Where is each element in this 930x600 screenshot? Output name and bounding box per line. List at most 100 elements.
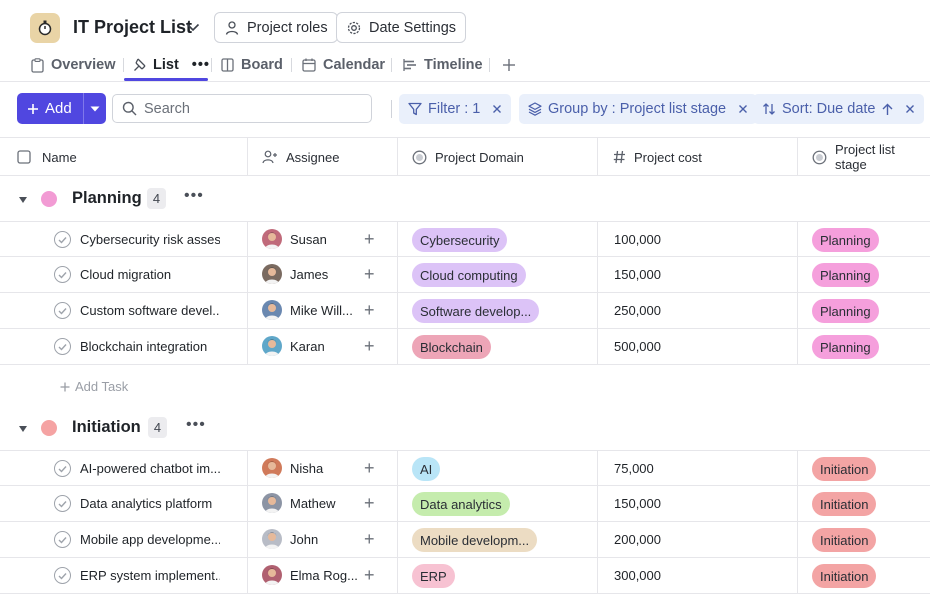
column-project-domain[interactable]: Project Domain xyxy=(412,138,524,176)
add-assignee-icon[interactable]: + xyxy=(364,493,375,513)
add-assignee-icon[interactable]: + xyxy=(364,529,375,549)
project-stage-tag[interactable]: Planning xyxy=(812,263,879,287)
avatar[interactable] xyxy=(262,229,282,249)
complete-task-checkbox[interactable] xyxy=(54,495,71,512)
add-task-button[interactable]: Add Task xyxy=(60,379,128,394)
group-name[interactable]: Initiation xyxy=(72,418,141,436)
task-name[interactable]: Cybersecurity risk asses... xyxy=(80,232,220,247)
table-row[interactable]: Mobile app developme... John + Mobile devel… xyxy=(0,522,930,558)
collapse-group-icon[interactable] xyxy=(19,426,27,432)
project-domain-tag[interactable]: Software develop... xyxy=(412,299,540,323)
project-stage-tag[interactable]: Initiation xyxy=(812,492,877,516)
table-row[interactable]: ERP system implement... Elma Rog... + ERP 30… xyxy=(0,558,930,594)
column-project-cost[interactable]: Project cost xyxy=(613,138,702,176)
table-row[interactable]: Cloud migration James + Cloud computing 150,… xyxy=(0,257,930,293)
tab-board[interactable]: Board xyxy=(221,50,283,80)
table-row[interactable]: Cybersecurity risk asses... Susan + Cyberse… xyxy=(0,221,930,258)
project-icon[interactable] xyxy=(30,13,60,43)
avatar[interactable] xyxy=(262,336,282,356)
project-domain-tag[interactable]: Cloud computing xyxy=(412,263,526,287)
add-main-button[interactable]: Add xyxy=(17,93,83,124)
project-stage-tag[interactable]: Planning xyxy=(812,228,879,252)
complete-task-checkbox[interactable] xyxy=(54,567,71,584)
project-stage-tag[interactable]: Initiation xyxy=(812,564,877,588)
add-button[interactable]: Add xyxy=(17,93,106,124)
column-name[interactable]: Name xyxy=(42,138,77,176)
chevron-down-icon[interactable] xyxy=(184,18,202,36)
table-row[interactable]: Blockchain integration Karan + Blockchain 50… xyxy=(0,329,930,365)
group-more-icon[interactable]: ••• xyxy=(184,187,204,204)
complete-task-checkbox[interactable] xyxy=(54,338,71,355)
add-dropdown-button[interactable] xyxy=(84,93,106,124)
assignee-name[interactable]: James xyxy=(290,267,329,282)
arrow-up-icon[interactable] xyxy=(882,103,893,116)
add-assignee-icon[interactable]: + xyxy=(364,264,375,284)
column-divider[interactable] xyxy=(247,138,248,176)
close-icon[interactable] xyxy=(738,104,748,114)
project-domain-tag[interactable]: Mobile developm... xyxy=(412,528,538,552)
avatar[interactable] xyxy=(262,458,282,478)
table-row[interactable]: Custom software devel... Mike Will... + Sof… xyxy=(0,293,930,329)
add-view-button[interactable] xyxy=(501,50,517,80)
column-divider[interactable] xyxy=(797,138,798,176)
project-stage-tag[interactable]: Initiation xyxy=(812,528,877,552)
project-cost-value[interactable]: 100,000 xyxy=(614,232,661,247)
close-icon[interactable] xyxy=(492,104,502,114)
task-name[interactable]: Cloud migration xyxy=(80,267,172,282)
complete-task-checkbox[interactable] xyxy=(54,531,71,548)
project-roles-button[interactable]: Project roles xyxy=(214,12,338,43)
add-assignee-icon[interactable]: + xyxy=(364,300,375,320)
project-domain-tag[interactable]: Data analytics xyxy=(412,492,510,516)
task-name[interactable]: AI-powered chatbot im... xyxy=(80,461,220,476)
search-box[interactable] xyxy=(112,94,372,123)
project-domain-tag[interactable]: Cybersecurity xyxy=(412,228,508,252)
project-cost-value[interactable]: 150,000 xyxy=(614,267,661,282)
search-input[interactable] xyxy=(144,100,344,117)
column-assignee[interactable]: Assignee xyxy=(262,138,339,176)
tab-more-icon[interactable]: ••• xyxy=(191,57,211,73)
date-settings-button[interactable]: Date Settings xyxy=(336,12,467,43)
column-project-list-stage[interactable]: Project list stage xyxy=(812,138,930,176)
complete-task-checkbox[interactable] xyxy=(54,266,71,283)
assignee-name[interactable]: Elma Rog... xyxy=(290,568,358,583)
task-name[interactable]: Custom software devel... xyxy=(80,303,220,318)
assignee-name[interactable]: Nisha xyxy=(290,461,324,476)
collapse-group-icon[interactable] xyxy=(19,197,27,203)
task-name[interactable]: Data analytics platform xyxy=(80,496,213,511)
task-name[interactable]: ERP system implement... xyxy=(80,568,220,583)
tab-overview[interactable]: Overview xyxy=(31,50,116,80)
table-row[interactable]: AI-powered chatbot im... Nisha + AI 75,000 In… xyxy=(0,450,930,487)
project-domain-tag[interactable]: AI xyxy=(412,457,441,481)
add-assignee-icon[interactable]: + xyxy=(364,336,375,356)
filter-chip[interactable]: Filter : 1 xyxy=(399,94,512,124)
assignee-name[interactable]: Mathew xyxy=(290,496,336,511)
sort-chip[interactable]: Sort: Due date xyxy=(753,94,924,124)
table-row[interactable]: Data analytics platform Mathew + Data analy… xyxy=(0,486,930,522)
close-icon[interactable] xyxy=(905,104,915,114)
project-domain-tag[interactable]: Blockchain xyxy=(412,335,491,359)
assignee-name[interactable]: Susan xyxy=(290,232,327,247)
project-cost-value[interactable]: 500,000 xyxy=(614,339,661,354)
task-name[interactable]: Blockchain integration xyxy=(80,339,208,354)
project-cost-value[interactable]: 150,000 xyxy=(614,496,661,511)
complete-task-checkbox[interactable] xyxy=(54,460,71,477)
column-divider[interactable] xyxy=(397,138,398,176)
project-title[interactable]: IT Project List xyxy=(73,17,193,37)
complete-task-checkbox[interactable] xyxy=(54,302,71,319)
project-cost-value[interactable]: 200,000 xyxy=(614,532,661,547)
assignee-name[interactable]: Mike Will... xyxy=(290,303,353,318)
project-cost-value[interactable]: 300,000 xyxy=(614,568,661,583)
group-by-chip[interactable]: Group by : Project list stage xyxy=(519,94,758,124)
project-domain-tag[interactable]: ERP xyxy=(412,564,455,588)
assignee-name[interactable]: John xyxy=(290,532,319,547)
tab-timeline[interactable]: Timeline xyxy=(402,50,483,80)
project-stage-tag[interactable]: Planning xyxy=(812,335,879,359)
tab-calendar[interactable]: Calendar xyxy=(302,50,385,80)
avatar[interactable] xyxy=(262,529,282,549)
group-more-icon[interactable]: ••• xyxy=(186,416,206,433)
avatar[interactable] xyxy=(262,264,282,284)
add-assignee-icon[interactable]: + xyxy=(364,458,375,478)
avatar[interactable] xyxy=(262,493,282,513)
task-name[interactable]: Mobile app developme... xyxy=(80,532,220,547)
tab-list[interactable]: List ••• xyxy=(133,50,210,80)
